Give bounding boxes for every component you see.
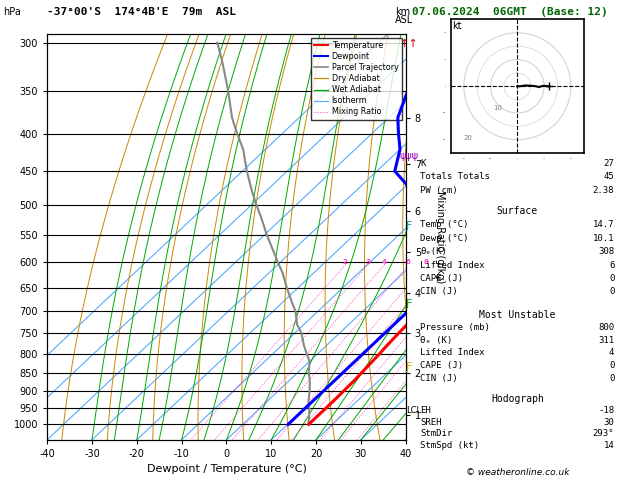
Text: 3: 3 — [365, 259, 370, 265]
Text: 20: 20 — [464, 135, 473, 141]
Text: SREH: SREH — [420, 417, 442, 427]
Text: CIN (J): CIN (J) — [420, 287, 458, 296]
Text: Pressure (mb): Pressure (mb) — [420, 323, 490, 332]
Text: K: K — [420, 159, 426, 168]
Text: Lifted Index: Lifted Index — [420, 348, 485, 358]
Text: StmDir: StmDir — [420, 429, 453, 438]
Text: Most Unstable: Most Unstable — [479, 310, 555, 320]
Text: θₑ(K): θₑ(K) — [420, 247, 447, 256]
Text: 10.1: 10.1 — [593, 234, 615, 243]
Text: 0: 0 — [609, 287, 615, 296]
Text: km: km — [395, 7, 410, 17]
Text: 6: 6 — [609, 260, 615, 270]
Text: hPa: hPa — [3, 7, 21, 17]
Text: 800: 800 — [598, 323, 615, 332]
Text: 4: 4 — [609, 348, 615, 358]
Text: Ƒ: Ƒ — [406, 221, 412, 231]
Text: -37°00'S  174°4B'E  79m  ASL: -37°00'S 174°4B'E 79m ASL — [47, 7, 236, 17]
Text: 2: 2 — [343, 259, 348, 265]
Text: 308: 308 — [598, 247, 615, 256]
Text: 2.38: 2.38 — [593, 186, 615, 195]
Text: θₑ (K): θₑ (K) — [420, 336, 453, 345]
Text: 0: 0 — [609, 361, 615, 370]
Text: ψψψ: ψψψ — [399, 151, 418, 160]
Text: ASL: ASL — [395, 15, 413, 25]
Text: LCL: LCL — [406, 406, 421, 415]
Text: 8: 8 — [424, 259, 428, 265]
Text: ↑↑: ↑↑ — [399, 39, 418, 49]
Text: Hodograph: Hodograph — [491, 394, 544, 404]
Legend: Temperature, Dewpoint, Parcel Trajectory, Dry Adiabat, Wet Adiabat, Isotherm, Mi: Temperature, Dewpoint, Parcel Trajectory… — [311, 38, 402, 120]
Text: PW (cm): PW (cm) — [420, 186, 458, 195]
Text: CIN (J): CIN (J) — [420, 374, 458, 383]
Text: 0: 0 — [609, 274, 615, 283]
Text: 311: 311 — [598, 336, 615, 345]
Text: 27: 27 — [604, 159, 615, 168]
Text: EH: EH — [420, 406, 431, 415]
Text: 6: 6 — [406, 259, 411, 265]
Text: 14.7: 14.7 — [593, 220, 615, 229]
Text: 07.06.2024  06GMT  (Base: 12): 07.06.2024 06GMT (Base: 12) — [412, 7, 608, 17]
Text: StmSpd (kt): StmSpd (kt) — [420, 441, 479, 450]
Text: Ƒ: Ƒ — [406, 362, 412, 372]
Text: -18: -18 — [598, 406, 615, 415]
Text: 10: 10 — [493, 105, 503, 111]
Text: Dewp (°C): Dewp (°C) — [420, 234, 469, 243]
Text: 45: 45 — [604, 173, 615, 181]
Text: Surface: Surface — [497, 207, 538, 216]
Text: kt: kt — [452, 21, 461, 31]
Text: 4: 4 — [382, 259, 387, 265]
Y-axis label: Mixing Ratio (g/kg): Mixing Ratio (g/kg) — [435, 191, 445, 283]
Text: 30: 30 — [604, 417, 615, 427]
Text: 14: 14 — [604, 441, 615, 450]
Text: 293°: 293° — [593, 429, 615, 438]
Text: Totals Totals: Totals Totals — [420, 173, 490, 181]
Text: 0: 0 — [609, 374, 615, 383]
Text: © weatheronline.co.uk: © weatheronline.co.uk — [465, 468, 569, 477]
Text: CAPE (J): CAPE (J) — [420, 361, 464, 370]
Text: Temp (°C): Temp (°C) — [420, 220, 469, 229]
Text: Ƒ: Ƒ — [406, 299, 412, 309]
Text: Lifted Index: Lifted Index — [420, 260, 485, 270]
Text: CAPE (J): CAPE (J) — [420, 274, 464, 283]
X-axis label: Dewpoint / Temperature (°C): Dewpoint / Temperature (°C) — [147, 465, 306, 474]
